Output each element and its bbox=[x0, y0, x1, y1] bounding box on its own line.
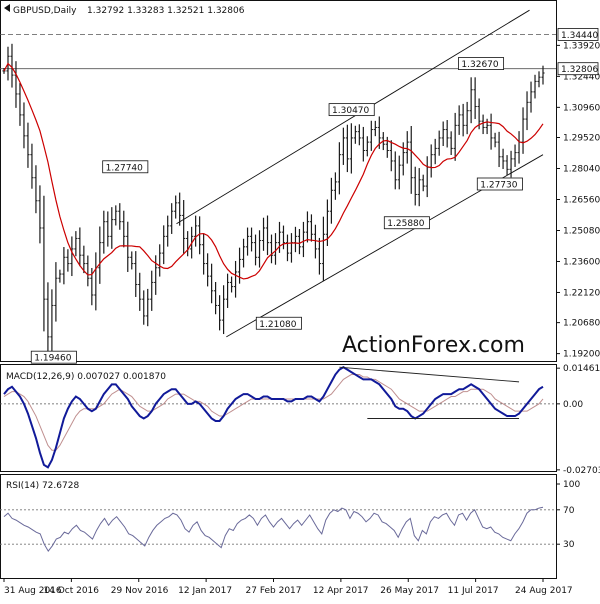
macd-axis-label: -0.027031 bbox=[563, 466, 600, 476]
date-axis-label: 12 Apr 2017 bbox=[313, 586, 369, 596]
price-axis-label: 1.19200 bbox=[563, 350, 600, 360]
annotation-box bbox=[383, 216, 430, 230]
ohlc-readout: 1.32792 1.33283 1.32521 1.32806 bbox=[87, 6, 245, 16]
macd-title: MACD(12,26,9) 0.007027 0.001870 bbox=[6, 372, 166, 382]
annotation-box bbox=[458, 57, 505, 70]
annotation-box bbox=[255, 316, 302, 330]
rsi-panel-frame bbox=[0, 474, 557, 579]
rsi-title: RSI(14) 72.6728 bbox=[6, 481, 79, 491]
title-bar: GBPUSD,Daily 1.32792 1.33283 1.32521 1.3… bbox=[4, 4, 245, 16]
price-axis-label: 1.22120 bbox=[563, 288, 600, 298]
annotation-label: 1.27730 bbox=[480, 180, 517, 190]
rsi-line bbox=[3, 506, 544, 552]
date-axis-label: 14 Oct 2016 bbox=[43, 586, 99, 596]
macd-main-line bbox=[3, 366, 544, 469]
price-axis-label: 1.26560 bbox=[563, 195, 600, 205]
price-tag-box bbox=[557, 62, 599, 76]
watermark-text: ActionForex.com bbox=[342, 333, 525, 358]
macd-divergence-line bbox=[339, 366, 520, 383]
date-axis-label: 26 May 2017 bbox=[380, 586, 439, 596]
chart-title: GBPUSD,Daily bbox=[13, 6, 77, 16]
annotation-label: 1.27740 bbox=[106, 163, 143, 173]
price-axis-label: 1.30960 bbox=[563, 103, 600, 113]
price-axis-label: 1.28040 bbox=[563, 165, 600, 175]
macd-layer bbox=[0, 366, 556, 469]
price-annotation: 1.32670 bbox=[458, 57, 505, 70]
rsi-axis-label: 70 bbox=[563, 506, 575, 516]
price-axis-label: 1.33920 bbox=[563, 41, 600, 51]
price-annotation: 1.21080 bbox=[255, 316, 302, 330]
price-axis-label: 1.32440 bbox=[563, 72, 600, 82]
macd-axis-label: 0.00 bbox=[563, 400, 583, 410]
axis-layer: 1.33920 1.32440 1.30960 1.29520 1.28040 1.265… bbox=[3, 28, 600, 596]
annotation-box bbox=[102, 160, 149, 174]
annotation-label: 1.30470 bbox=[332, 106, 369, 116]
annotation-box bbox=[476, 177, 523, 191]
annotation-box bbox=[30, 350, 77, 364]
price-axis-label: 1.23600 bbox=[563, 257, 600, 267]
annotation-label: 1.32670 bbox=[461, 60, 498, 70]
macd-axis-label: 0.014614 bbox=[563, 364, 600, 374]
price-layer: 1.19460 1.27740 1.21080 1.30470 1.25880 1.326… bbox=[0, 9, 556, 364]
price-annotation: 1.30470 bbox=[328, 103, 375, 117]
date-axis-label: 29 Nov 2016 bbox=[111, 586, 169, 596]
price-axis-label: 1.25080 bbox=[563, 226, 600, 236]
macd-panel-frame bbox=[0, 364, 557, 472]
rsi-layer bbox=[0, 506, 556, 552]
channel-upper-line bbox=[176, 9, 530, 225]
annotation-label: 1.19460 bbox=[34, 354, 71, 364]
price-annotation: 1.19460 bbox=[30, 350, 77, 364]
rsi-axis-label: 30 bbox=[563, 540, 575, 550]
moving-average-line bbox=[3, 62, 544, 280]
date-axis-label: 24 Aug 2017 bbox=[515, 586, 573, 596]
date-axis-label: 31 Aug 2016 bbox=[4, 586, 62, 596]
price-annotation: 1.27730 bbox=[476, 177, 523, 191]
date-axis-label: 11 Jul 2017 bbox=[448, 586, 499, 596]
price-axis-label: 1.20680 bbox=[563, 319, 600, 329]
price-tag-box bbox=[557, 28, 599, 41]
price-annotation: 1.25880 bbox=[383, 216, 430, 230]
annotation-label: 1.21080 bbox=[259, 320, 296, 330]
price-annotation: 1.27740 bbox=[102, 160, 149, 174]
price-tag-label: 1.32806 bbox=[561, 65, 598, 75]
price-axis-label: 1.29520 bbox=[563, 134, 600, 144]
date-axis-label: 12 Jan 2017 bbox=[178, 586, 232, 596]
collapse-arrow-icon[interactable] bbox=[4, 4, 10, 12]
price-tag-label: 1.34440 bbox=[561, 31, 598, 41]
annotation-box bbox=[328, 103, 375, 117]
annotation-label: 1.25880 bbox=[387, 219, 424, 229]
rsi-axis-label: 100 bbox=[563, 480, 580, 490]
date-axis-label: 27 Feb 2017 bbox=[246, 586, 302, 596]
